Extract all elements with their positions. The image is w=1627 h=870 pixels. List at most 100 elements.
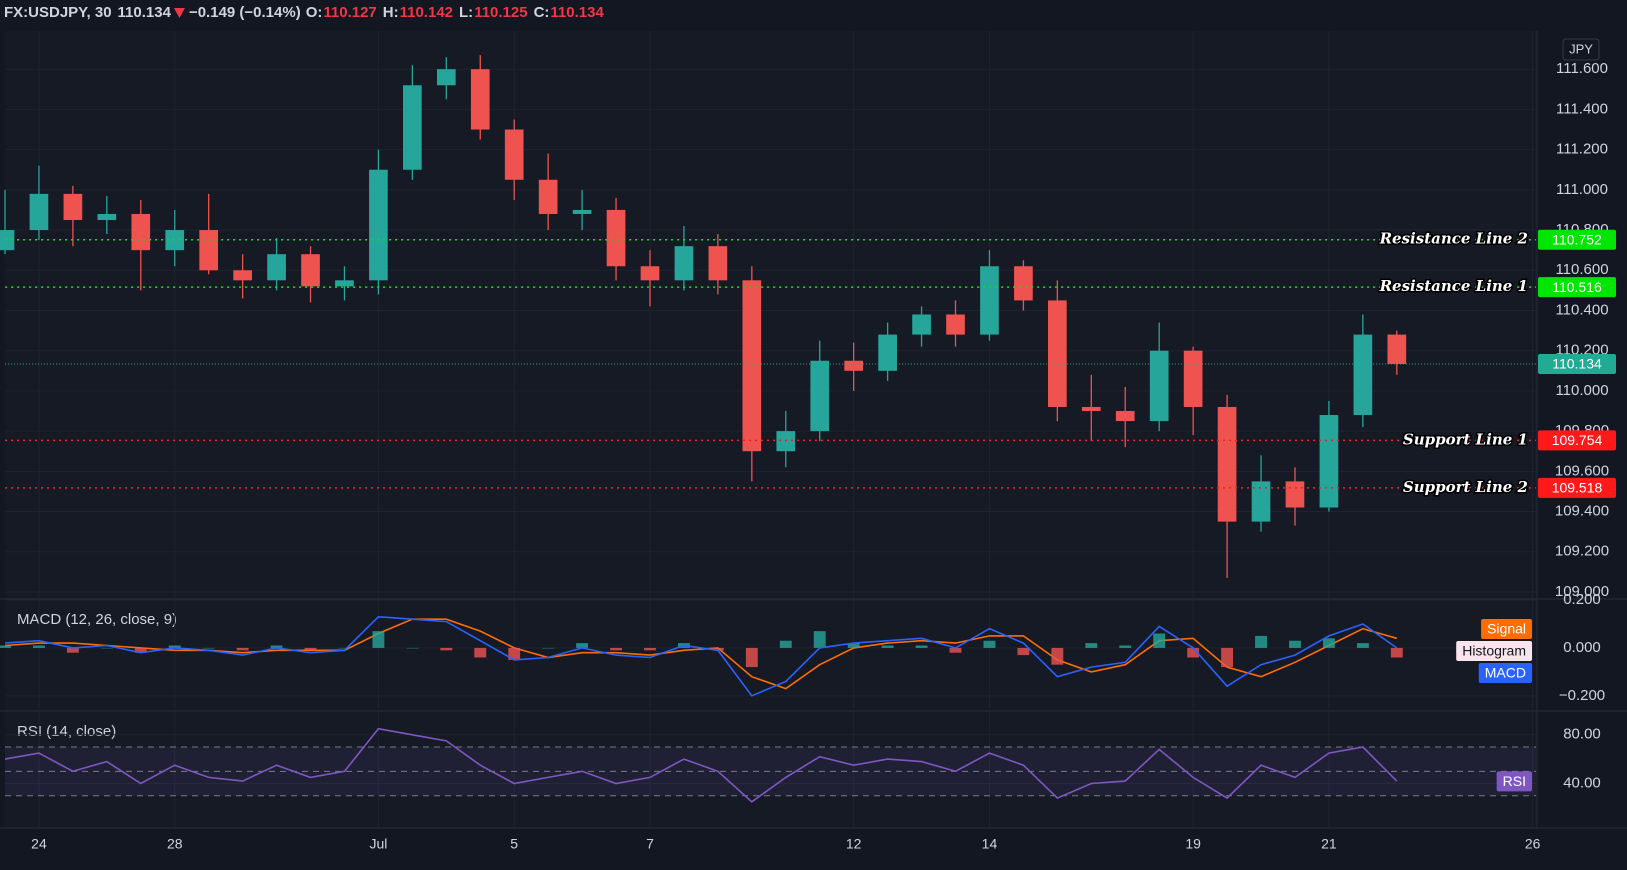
level-label: Resistance Line 1 xyxy=(1379,277,1528,295)
histogram-bar xyxy=(542,647,555,649)
candle-body xyxy=(980,266,999,335)
level-badge-text: 109.518 xyxy=(1552,480,1603,496)
down-arrow-icon xyxy=(173,8,185,18)
x-tick-label: Jul xyxy=(369,836,387,852)
histogram-bar xyxy=(711,647,724,651)
level-badge xyxy=(1538,477,1616,498)
histogram-bar xyxy=(779,640,792,648)
header-value: C: xyxy=(534,4,550,21)
legend-badge xyxy=(1456,641,1532,661)
histogram-bar xyxy=(1085,643,1098,648)
candle-body xyxy=(97,213,117,220)
candle-body xyxy=(335,280,354,287)
y-tick-label: 109.600 xyxy=(1555,462,1609,479)
histogram-bar xyxy=(983,640,996,648)
histogram-bar xyxy=(1221,647,1234,668)
histogram-bar xyxy=(406,647,419,649)
histogram-bar xyxy=(338,647,351,649)
header-value: 110.134 xyxy=(118,4,172,21)
pane-title: MACD (12, 26, close, 9) xyxy=(17,611,177,628)
histogram-bar xyxy=(1187,647,1200,658)
histogram-bar xyxy=(1017,647,1030,656)
x-tick-label: 28 xyxy=(167,836,183,852)
histogram-bar xyxy=(576,643,589,648)
candle-body xyxy=(708,246,728,281)
candle-body xyxy=(1081,406,1101,412)
legend-badge xyxy=(1496,771,1532,792)
header-value: −0.149 (−0.14%) xyxy=(189,4,301,21)
histogram-bar xyxy=(1153,633,1166,648)
currency-box xyxy=(1562,38,1600,61)
header-value: H: xyxy=(383,4,399,21)
y-tick-label: 110.400 xyxy=(1555,301,1608,318)
currency: JPY xyxy=(1569,41,1593,56)
level-label: Support Line 2 xyxy=(1403,478,1528,496)
histogram-bar xyxy=(1289,640,1301,648)
histogram-bar xyxy=(1119,645,1132,648)
candle-body xyxy=(1183,350,1203,407)
legend-badge xyxy=(1481,619,1532,639)
legend-entry: Signal xyxy=(1487,621,1526,637)
y-tick-label: 110.000 xyxy=(1555,382,1608,399)
candle-body xyxy=(810,360,830,432)
candle-body xyxy=(436,69,456,86)
histogram-bar xyxy=(168,645,181,648)
candle-body xyxy=(403,85,422,170)
histogram-bar xyxy=(1390,647,1403,658)
header-value: 110.125 xyxy=(474,4,527,21)
x-tick-label: 12 xyxy=(846,836,862,852)
header-value: 110.134 xyxy=(550,4,604,21)
level-badge xyxy=(1538,229,1616,250)
level-badge-text: 109.754 xyxy=(1552,432,1603,448)
y-tick-label: 109.400 xyxy=(1555,503,1609,520)
histogram-bar xyxy=(100,647,113,649)
candle-body xyxy=(946,314,965,335)
histogram-bar xyxy=(270,645,283,648)
histogram-bar xyxy=(745,647,758,668)
y-tick-label: 111.400 xyxy=(1556,100,1608,117)
histogram-bar xyxy=(440,647,453,651)
x-tick-label: 19 xyxy=(1185,836,1201,852)
series-line xyxy=(4,615,1398,697)
candle-body xyxy=(1115,411,1135,422)
x-tick-label: 21 xyxy=(1321,836,1337,852)
histogram-bar xyxy=(202,647,215,649)
legend-entry: Histogram xyxy=(1462,643,1526,659)
x-tick-label: 5 xyxy=(510,836,518,852)
level-badge-text: 110.752 xyxy=(1552,231,1602,247)
candle-body xyxy=(1217,406,1237,522)
x-tick-label: 24 xyxy=(31,836,47,852)
price-badge-text: 110.134 xyxy=(1552,356,1602,372)
candle-body xyxy=(267,254,286,281)
histogram-bar xyxy=(644,647,656,651)
histogram-bar xyxy=(915,645,928,648)
y-tick-label: 80.00 xyxy=(1563,726,1601,743)
candle-body xyxy=(1285,481,1305,508)
histogram-bar xyxy=(813,631,826,648)
histogram-bar xyxy=(1051,647,1064,665)
price-badge xyxy=(1538,353,1616,374)
candle-body xyxy=(1353,334,1373,416)
candle-body xyxy=(1319,415,1339,508)
candle-body xyxy=(912,314,931,335)
candle-body xyxy=(29,193,49,231)
candle-body xyxy=(538,179,558,214)
level-badge-text: 110.516 xyxy=(1552,279,1602,295)
header-value: O: xyxy=(306,4,323,21)
histogram-bar xyxy=(372,631,385,648)
legend-entry: RSI xyxy=(1503,773,1526,789)
series-line xyxy=(4,727,1398,803)
x-tick-label: 14 xyxy=(982,836,998,852)
candle-body xyxy=(369,169,388,281)
y-tick-label: 109.200 xyxy=(1555,543,1609,560)
histogram-bar xyxy=(134,647,147,653)
y-tick-label: 40.00 xyxy=(1563,774,1601,791)
level-label: Support Line 1 xyxy=(1403,430,1528,448)
histogram-bar xyxy=(1322,638,1335,648)
symbol: FX:USDJPY, 30 xyxy=(4,4,112,21)
y-tick-label: 111.200 xyxy=(1556,141,1608,158)
y-tick-label: 111.000 xyxy=(1556,181,1608,198)
histogram-bar xyxy=(508,647,521,660)
plot-area xyxy=(5,31,1536,827)
x-tick-label: 26 xyxy=(1525,836,1541,852)
